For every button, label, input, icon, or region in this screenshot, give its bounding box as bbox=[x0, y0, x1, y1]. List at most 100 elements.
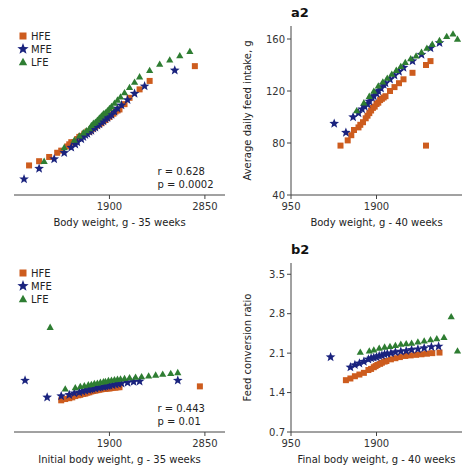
point bbox=[370, 346, 377, 352]
legend-marker bbox=[19, 295, 27, 302]
point bbox=[376, 344, 383, 350]
x-tick bbox=[109, 195, 110, 199]
point bbox=[136, 73, 143, 79]
point bbox=[56, 391, 66, 400]
point bbox=[132, 373, 139, 379]
point bbox=[19, 174, 29, 183]
y-tick-label: 120 bbox=[266, 86, 285, 97]
legend-label: MFE bbox=[31, 44, 52, 55]
point bbox=[123, 95, 133, 104]
panel: 95019000.71.42.12.83.5Final body weight,… bbox=[242, 242, 462, 465]
point bbox=[448, 313, 455, 319]
point bbox=[413, 52, 420, 58]
point bbox=[34, 163, 44, 172]
point bbox=[326, 352, 336, 361]
y-tick-label: 80 bbox=[272, 138, 285, 149]
point bbox=[360, 99, 367, 105]
legend: HFE MFE LFE bbox=[17, 31, 51, 68]
point bbox=[357, 348, 364, 354]
x-tick-label: 1900 bbox=[97, 438, 122, 449]
legend-label: LFE bbox=[31, 57, 49, 68]
x-axis bbox=[14, 195, 225, 196]
figure: 1900 2850 Body weight, g - 35 weeks r = 0.6… bbox=[0, 0, 474, 474]
x-tick-label: 950 bbox=[281, 438, 300, 449]
point bbox=[126, 374, 133, 380]
point bbox=[427, 336, 434, 342]
series bbox=[357, 313, 461, 355]
point bbox=[429, 350, 435, 356]
x-tick-label: 2850 bbox=[192, 201, 217, 212]
legend-label: HFE bbox=[31, 31, 51, 42]
y-tick-label: 2.1 bbox=[269, 348, 285, 359]
x-tick-label: 1900 bbox=[97, 201, 122, 212]
legend-label: LFE bbox=[31, 294, 49, 305]
y-tick-label: 160 bbox=[266, 34, 285, 45]
series bbox=[41, 48, 194, 164]
point bbox=[440, 334, 447, 340]
y-tick bbox=[287, 91, 291, 92]
plot-area bbox=[19, 48, 198, 184]
point bbox=[174, 369, 181, 375]
point bbox=[47, 324, 54, 330]
annotation: r = 0.443 p = 0.01 bbox=[157, 403, 204, 427]
legend-marker bbox=[20, 33, 27, 40]
y-tick-label: 0.7 bbox=[269, 427, 285, 438]
x-axis-label: Body weight, g - 35 weeks bbox=[53, 217, 185, 228]
point bbox=[170, 65, 180, 74]
x-axis-label: Initial body weight, g - 35 weeks bbox=[38, 454, 201, 465]
point bbox=[147, 78, 153, 84]
point bbox=[140, 81, 150, 90]
point bbox=[152, 371, 159, 377]
legend-marker bbox=[17, 43, 28, 54]
y-tick bbox=[287, 195, 291, 196]
series bbox=[58, 383, 203, 403]
y-tick bbox=[287, 274, 291, 275]
x-tick-label: 1900 bbox=[364, 438, 389, 449]
x-axis-label: Final body weight, g - 40 weeks bbox=[298, 454, 456, 465]
point bbox=[197, 383, 203, 389]
annotation-line: p = 0.01 bbox=[157, 416, 200, 427]
point bbox=[401, 76, 407, 82]
series bbox=[326, 341, 444, 371]
y-tick bbox=[287, 39, 291, 40]
point bbox=[428, 58, 434, 64]
point bbox=[186, 48, 193, 54]
series bbox=[329, 38, 444, 137]
series bbox=[20, 375, 182, 401]
point bbox=[427, 342, 437, 351]
plot-area bbox=[20, 324, 203, 404]
point bbox=[176, 52, 183, 58]
point bbox=[433, 335, 440, 341]
point bbox=[421, 337, 428, 343]
point bbox=[434, 341, 444, 350]
point bbox=[383, 93, 389, 99]
point bbox=[146, 67, 153, 73]
point bbox=[62, 385, 69, 391]
point bbox=[137, 86, 143, 92]
series bbox=[47, 324, 182, 392]
point bbox=[42, 392, 52, 401]
legend-label: HFE bbox=[31, 268, 51, 279]
annotation-line: r = 0.443 bbox=[157, 403, 204, 414]
point bbox=[167, 370, 174, 376]
legend-label: MFE bbox=[31, 281, 52, 292]
point bbox=[138, 373, 145, 379]
x-axis bbox=[14, 432, 225, 433]
point bbox=[26, 162, 32, 168]
x-tick bbox=[291, 432, 292, 436]
series bbox=[353, 30, 461, 113]
y-axis bbox=[291, 263, 292, 432]
panel: 19002850Initial body weight, g - 35 week… bbox=[14, 268, 225, 466]
x-tick bbox=[376, 432, 377, 436]
x-tick bbox=[109, 432, 110, 436]
series bbox=[338, 58, 434, 149]
point bbox=[353, 107, 360, 113]
x-tick bbox=[376, 195, 377, 199]
x-tick bbox=[204, 195, 205, 199]
y-tick-label: 40 bbox=[272, 190, 285, 201]
point bbox=[159, 371, 166, 377]
point bbox=[423, 45, 430, 51]
y-axis-label: Feed conversion ratio bbox=[242, 294, 253, 402]
annotation: r = 0.628p = 0.0002 bbox=[157, 166, 213, 190]
panel: 95019004080120160Body weight, g - 40 wee… bbox=[242, 5, 462, 228]
